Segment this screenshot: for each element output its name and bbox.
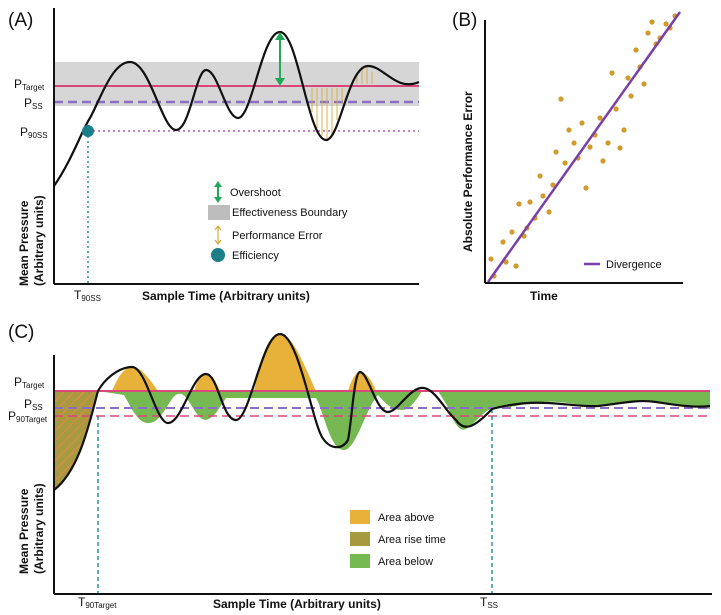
scatter-point xyxy=(537,173,543,179)
scatter-point xyxy=(587,144,593,150)
legend-effectiveness: Effectiveness Boundary xyxy=(232,207,348,219)
scatter-points xyxy=(488,13,678,279)
scatter-point xyxy=(628,93,634,99)
panel-c-y-label-1: Mean Pressure xyxy=(17,488,31,574)
scatter-point xyxy=(546,209,552,215)
scatter-point xyxy=(613,106,619,112)
response-curve-c xyxy=(53,332,711,491)
scatter-point xyxy=(571,140,577,146)
legend-efficiency: Efficiency xyxy=(232,250,279,262)
legend-performance-error: Performance Error xyxy=(232,230,323,242)
area-above-swatch xyxy=(350,510,370,524)
panel-a-y-label-1: Mean Pressure xyxy=(17,200,31,286)
area-rise-time xyxy=(54,391,98,490)
scatter-point xyxy=(516,201,522,207)
panel-c-label: (C) xyxy=(8,322,34,343)
response-curve-a xyxy=(53,30,420,187)
panel-a-legend: Overshoot Effectiveness Boundary Perform… xyxy=(208,181,348,262)
label-t-90ss: T90SS xyxy=(74,288,101,303)
scatter-point xyxy=(579,120,585,126)
scatter-point xyxy=(488,256,494,262)
scatter-point xyxy=(562,160,568,166)
scatter-point xyxy=(540,193,546,199)
scatter-point xyxy=(527,199,533,205)
panel-b-label: (B) xyxy=(452,10,477,31)
panel-a: (A) xyxy=(8,8,420,303)
efficiency-dot xyxy=(82,125,94,137)
scatter-point xyxy=(509,229,515,235)
scatter-point xyxy=(550,182,556,188)
panel-c-legend: Area above Area rise time Area below xyxy=(350,510,446,568)
scatter-point xyxy=(566,127,572,133)
scatter-point xyxy=(645,30,651,36)
label-p-90ss-a: P90SS xyxy=(20,125,48,140)
scatter-point xyxy=(621,127,627,133)
panel-c-x-label: Sample Time (Arbitrary units) xyxy=(213,597,381,611)
scatter-point xyxy=(641,81,647,87)
effectiveness-legend-swatch xyxy=(208,205,230,220)
label-p-90target: P90Target xyxy=(8,409,48,424)
divergence-line xyxy=(486,11,682,283)
scatter-point xyxy=(609,70,615,76)
scatter-point xyxy=(553,149,559,155)
overshoot-legend-icon xyxy=(214,181,222,203)
panel-b-x-label: Time xyxy=(530,289,558,303)
panel-a-label: (A) xyxy=(8,10,33,31)
performance-error-legend-icon xyxy=(214,225,222,245)
legend-overshoot: Overshoot xyxy=(230,187,281,199)
label-p-ss-a: PSS xyxy=(24,96,43,111)
legend-divergence: Divergence xyxy=(606,259,662,271)
scatter-point xyxy=(558,96,564,102)
label-p-target-c: PTarget xyxy=(14,375,45,390)
scatter-point xyxy=(633,47,639,53)
scatter-point xyxy=(625,75,631,81)
label-t-ss: TSS xyxy=(480,595,498,610)
panel-b: (B) xyxy=(452,10,683,303)
panel-a-y-label-2: (Arbitrary units) xyxy=(32,195,46,286)
panel-c: (C) PTarget PSS P90Target T90Target TSS … xyxy=(8,322,712,611)
area-above xyxy=(112,334,376,391)
overshoot-arrow xyxy=(275,32,285,86)
panel-a-x-label: Sample Time (Arbitrary units) xyxy=(142,289,310,303)
label-t-90target: T90Target xyxy=(78,595,117,610)
label-p-target-a: PTarget xyxy=(14,77,45,92)
scatter-point xyxy=(513,263,519,269)
panel-b-y-label: Absolute Performance Error xyxy=(461,91,475,252)
scatter-point xyxy=(500,239,506,245)
legend-area-above: Area above xyxy=(378,512,434,524)
scatter-point xyxy=(617,145,623,151)
effectiveness-band xyxy=(54,62,419,106)
area-below-swatch xyxy=(350,554,370,568)
efficiency-legend-dot xyxy=(211,248,225,262)
area-below xyxy=(98,391,710,450)
scatter-point xyxy=(583,185,589,191)
scatter-point xyxy=(597,115,603,121)
legend-area-rise-time: Area rise time xyxy=(378,534,446,546)
panel-c-y-label-2: (Arbitrary units) xyxy=(32,483,46,574)
legend-area-below: Area below xyxy=(378,556,433,568)
area-rise-swatch xyxy=(350,532,370,546)
scatter-point xyxy=(663,21,669,27)
scatter-point xyxy=(649,19,655,25)
label-p-ss-c: PSS xyxy=(24,397,43,412)
scatter-point xyxy=(605,140,611,146)
scatter-point xyxy=(600,158,606,164)
scatter-point xyxy=(503,259,509,265)
